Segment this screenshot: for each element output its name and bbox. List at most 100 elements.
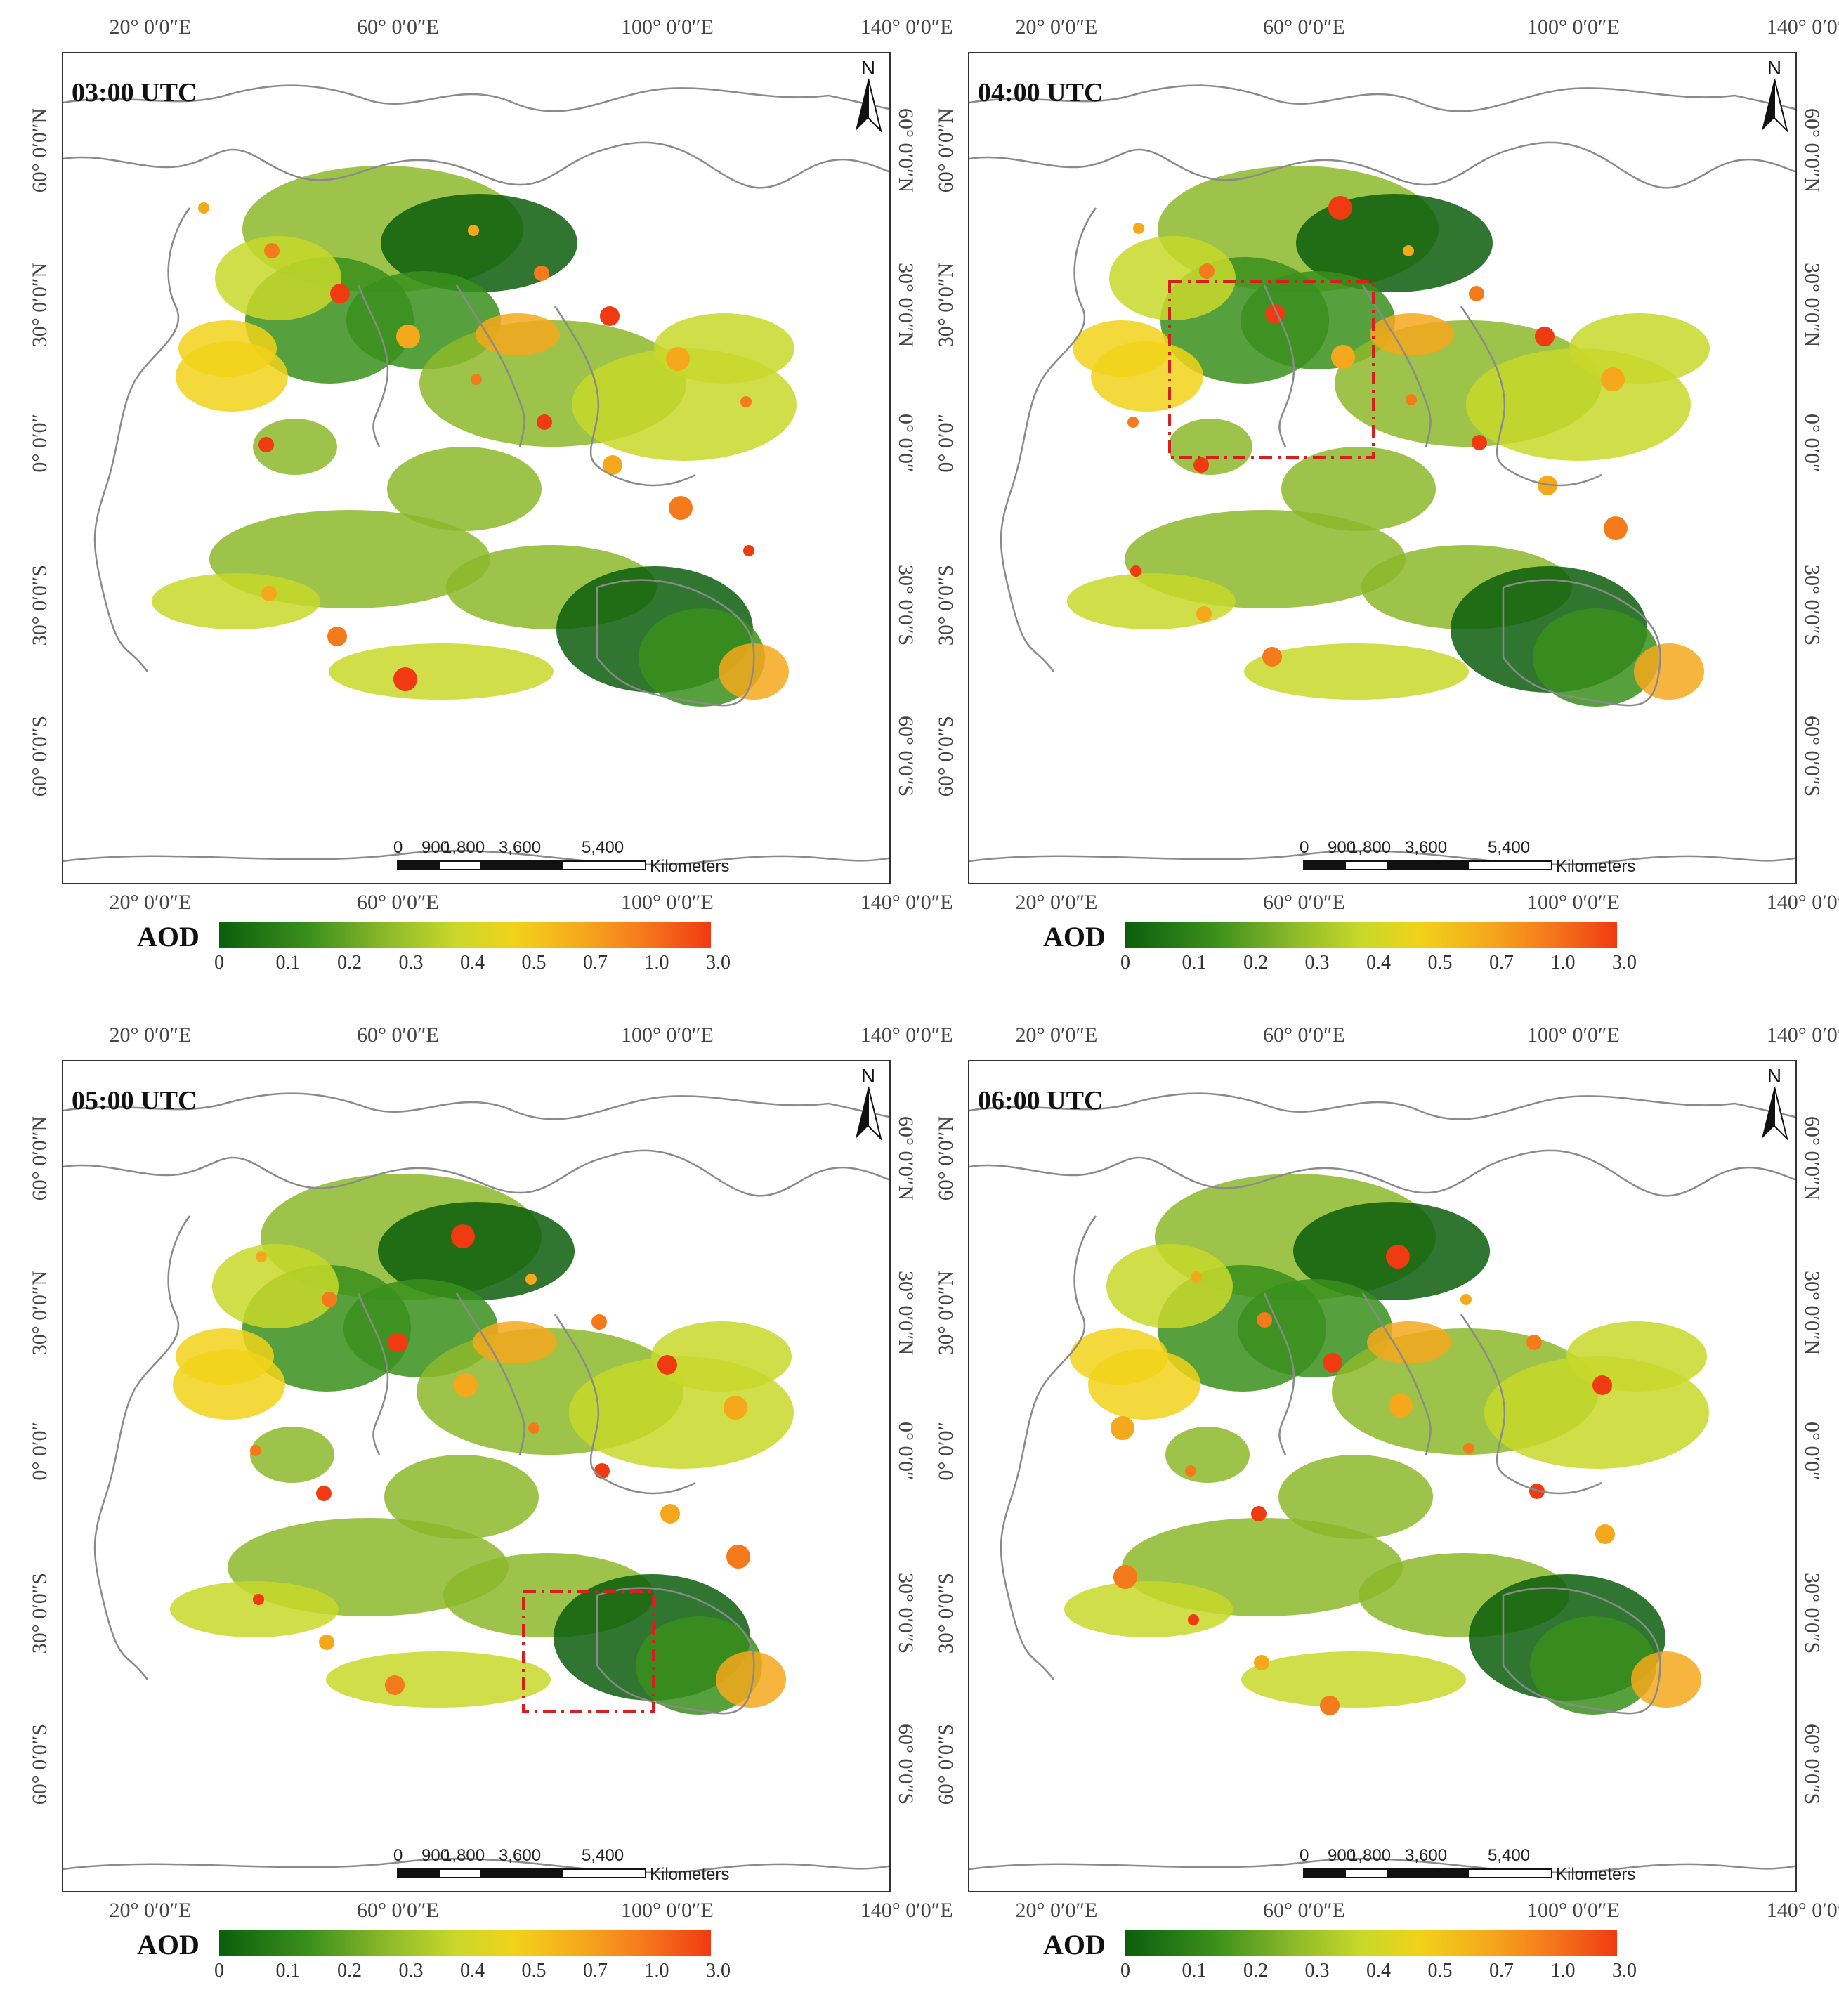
legend-tick-label: 1.0 [1550, 952, 1576, 974]
aod-hotspot [666, 347, 690, 371]
aod-hotspot [660, 1504, 680, 1524]
aod-hotspot [1188, 1614, 1199, 1625]
aod-hotspot [454, 1373, 478, 1397]
coastline [969, 1092, 1795, 1874]
aod-patch [719, 643, 789, 700]
legend-tick-label: 0.7 [1489, 952, 1514, 974]
map-frame [968, 52, 1797, 884]
latitude-label: 0° 0′0″ [934, 414, 957, 473]
legend-tick-label: 0.5 [521, 1960, 547, 1982]
aod-hotspot [537, 414, 552, 430]
time-label: 04:00 UTC [978, 78, 1104, 107]
map-panel: 05:00 UTC N 20° 0′0″E 20° 0′0″E 60° 0′0″E 60°… [0, 1008, 953, 2005]
aod-hotspot [1386, 1245, 1410, 1269]
longitude-label: 140° 0′0″E [860, 1023, 953, 1047]
aod-hotspot [1191, 1271, 1202, 1283]
aod-hotspot [1127, 417, 1139, 428]
aod-hotspot [1199, 263, 1215, 279]
aod-hotspot [198, 202, 209, 214]
latitude-label: 30° 0′0″N [1800, 263, 1824, 348]
coastline [969, 84, 1795, 866]
scale-bar-value: 1,800 [1349, 838, 1392, 857]
map-frame [62, 1060, 891, 1892]
aod-patch [1530, 1616, 1656, 1715]
aod-patch [476, 313, 560, 355]
legend-tick-label: 0.3 [1304, 1960, 1330, 1982]
longitude-label: 60° 0′0″E [1263, 15, 1345, 39]
aod-hotspot [322, 1292, 337, 1307]
aod-patch [178, 320, 277, 377]
latitude-label: 60° 0′0″S [894, 716, 917, 797]
latitude-label: 30° 0′0″N [28, 1271, 51, 1356]
aod-hotspot [603, 455, 622, 475]
aod-hotspot [258, 437, 274, 452]
legend-tick-label: 0 [1120, 952, 1130, 974]
legend-tick-label: 0.2 [1243, 1960, 1268, 1982]
map-panel: 03:00 UTC N 20° 0′0″E 20° 0′0″E 60° 0′0″E 60°… [0, 0, 953, 997]
aod-patch [1073, 320, 1171, 377]
legend-tick-label: 1.0 [644, 1960, 669, 1982]
aod-hotspot [1262, 647, 1282, 667]
aod-hotspot [1535, 327, 1555, 346]
legend-tick-label: 1.0 [1550, 1960, 1576, 1982]
scale-bar-value: 0 [393, 1846, 403, 1865]
aod-hotspot [327, 627, 347, 646]
latitude-label: 30° 0′0″S [28, 565, 51, 646]
aod-hotspot [594, 1463, 610, 1479]
legend-title: AOD [137, 921, 199, 953]
scale-bar-value: 5,400 [1488, 1846, 1531, 1865]
aod-hotspot [724, 1396, 747, 1420]
aod-hotspot [1328, 196, 1352, 220]
longitude-label: 20° 0′0″E [1015, 891, 1098, 914]
scale-bar-value: 900 [421, 1846, 450, 1865]
latitude-label: 30° 0′0″S [28, 1573, 51, 1654]
longitude-label: 60° 0′0″E [357, 15, 439, 39]
latitude-label: 60° 0′0″N [894, 108, 917, 193]
aod-patch [212, 1244, 339, 1328]
longitude-label: 100° 0′0″E [621, 15, 714, 39]
legend-ticks: 0 0.1 0.2 0.3 0.4 0.5 0.7 1.0 3.0 [214, 952, 768, 974]
aod-hotspot [1403, 245, 1414, 256]
latitude-label: 30° 0′0″N [934, 1271, 957, 1356]
aod-hotspot [388, 1333, 407, 1352]
aod-hotspot [261, 586, 277, 601]
aod-hotspot [534, 266, 549, 281]
scale-bar-value: 1,800 [443, 838, 485, 857]
scale-bar-value: 5,400 [582, 838, 624, 857]
time-label: 03:00 UTC [72, 78, 197, 107]
longitude-label: 100° 0′0″E [1527, 15, 1620, 39]
latitude-label: 30° 0′0″S [934, 1573, 957, 1654]
longitude-label: 100° 0′0″E [621, 1023, 714, 1047]
latitude-label: 30° 0′0″S [934, 565, 957, 646]
legend-title: AOD [137, 1929, 199, 1961]
legend-tick-label: 0.3 [398, 952, 424, 974]
svg-text:N: N [1767, 57, 1781, 79]
latitude-label: 60° 0′0″N [934, 1116, 957, 1201]
legend-tick-label: 0.7 [583, 952, 608, 974]
map-frame [968, 1060, 1797, 1892]
aod-patch [378, 1202, 575, 1300]
aod-hotspot [319, 1635, 334, 1650]
aod-hotspot [1526, 1335, 1542, 1350]
legend-tick-label: 0.3 [1304, 952, 1330, 974]
legend-tick-label: 0.5 [1427, 1960, 1453, 1982]
legend-tick-label: 3.0 [1612, 952, 1637, 974]
latitude-label: 30° 0′0″N [934, 263, 957, 348]
aod-patch [1566, 1321, 1707, 1392]
legend-tick-label: 3.0 [1612, 1960, 1637, 1982]
scale-bar-value: 0 [393, 838, 403, 857]
latitude-label: 30° 0′0″N [894, 263, 917, 348]
legend-tick-label: 0.1 [1182, 1960, 1207, 1982]
latitude-label: 30° 0′0″N [894, 1271, 917, 1356]
legend-title: AOD [1043, 1929, 1106, 1961]
legend-tick-label: 0.5 [1427, 952, 1453, 974]
aod-hotspot [657, 1355, 677, 1375]
aod-hotspot [451, 1224, 475, 1248]
region-highlight-box [1168, 280, 1375, 459]
longitude-label: 20° 0′0″E [1015, 1899, 1098, 1922]
aod-patch [381, 194, 577, 292]
aod-patch [1064, 1581, 1233, 1637]
coastline [63, 84, 889, 866]
longitude-label: 140° 0′0″E [1766, 15, 1839, 39]
latitude-label: 60° 0′0″S [934, 716, 957, 797]
